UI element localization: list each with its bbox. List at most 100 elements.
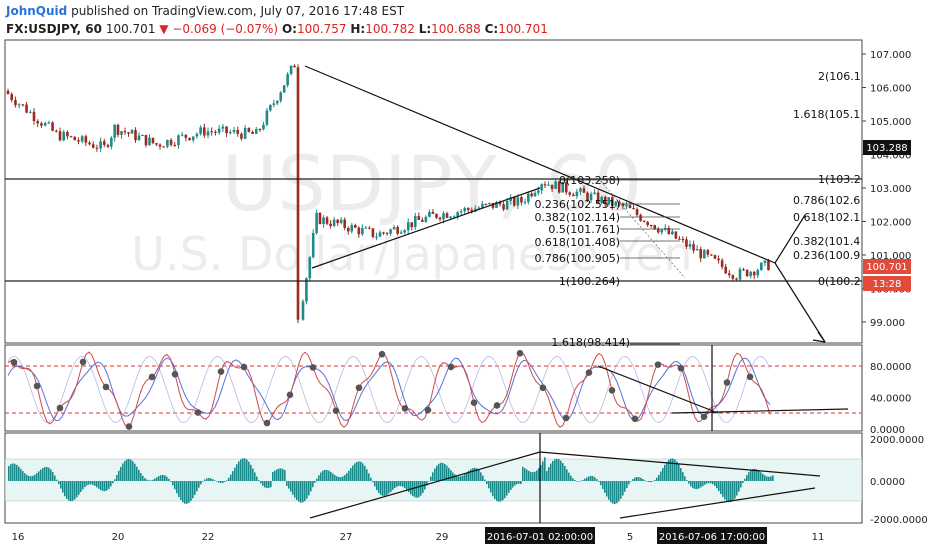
candle-body [614,201,618,206]
hist-bar [382,481,384,496]
candle-body [603,196,607,205]
projection-line[interactable] [774,262,826,343]
candle-body [656,229,660,233]
hist-bar [204,479,206,481]
candle-body [516,197,520,206]
hist-bar [90,481,92,485]
hist-bar [422,481,424,494]
alt-projection-line[interactable] [774,214,806,264]
candle-body [177,135,180,146]
candle-body [130,130,134,134]
hist-bar [400,481,402,487]
hist-bar [420,481,422,496]
stoch-trendline-down[interactable] [597,365,719,414]
candle-body [364,227,368,229]
candle-body [184,134,188,138]
stoch-trendline-flat[interactable] [671,408,849,414]
hist-bar [254,472,256,481]
hist-bar [298,481,300,502]
candle-body [481,203,484,208]
hist-bar [46,466,48,481]
hist-bar [438,463,440,481]
hist-bar [434,468,436,481]
hist-bar [508,481,510,493]
hist-bar [524,468,526,481]
hist-bar [126,459,128,481]
hist-bar [500,481,502,502]
hist-bar [18,466,20,481]
hist-bar [446,465,448,481]
candle-body [361,227,364,235]
hist-bar [326,469,328,481]
hist-bar [556,458,558,481]
candle-body [180,134,184,136]
hist-bar [392,481,394,490]
stoch-pivot-dot [33,382,41,390]
candle-body [6,90,10,95]
candle-body [695,248,699,251]
hist-trendline-lower[interactable] [309,451,541,519]
candle-body [520,197,523,203]
candle-body [47,122,51,124]
candle-body [269,104,272,111]
hist-bar [594,477,596,481]
descending-trendline[interactable] [304,65,776,264]
hist-bar [714,481,716,486]
hist-bar [746,475,748,481]
ascending-trendline[interactable] [311,187,541,269]
candle-body [607,197,611,205]
hist-bar [332,473,334,481]
candle-body [318,212,322,224]
hist-trendline-upper[interactable] [539,451,821,477]
stoch-pivot-dot [10,358,18,366]
hist-bar [672,458,674,481]
hist-bar [428,481,430,482]
author-name[interactable]: JohnQuid [6,4,68,18]
time-badge-a [485,527,595,544]
hist-trendline-lower2[interactable] [619,487,816,519]
hist-bar [184,481,186,504]
fib-label-0236: 0.236(102.551) [534,198,620,211]
price-tick-label: 104.000 [870,151,911,162]
hist-bar [88,481,90,485]
hist-bar [686,480,688,481]
stoch-pivot-dot [746,373,754,381]
hist-bar [582,479,584,481]
candle-body [173,144,177,146]
candle-body [84,136,88,143]
stoch-pivot-dot [585,369,593,376]
hist-bar [586,477,588,481]
hist-bar [74,481,76,500]
hist-bar [76,481,78,498]
time-tick-label: 16 [12,532,25,543]
fib-right-0618: 0.618(102.1 [793,211,860,224]
stoch-pivot-dot [493,402,501,409]
hist-bar [282,468,284,481]
hist-bar [742,481,744,483]
candle-body [445,213,449,218]
hist-bar [366,469,368,481]
hist-bar [614,481,616,504]
hist-bar [364,465,366,481]
hist-bar [520,481,522,484]
hist-bar [684,476,686,481]
hist-bar [268,481,270,488]
candle-body [311,233,315,258]
hist-bar [664,464,666,481]
hist-bar [692,481,694,489]
hist-bar [14,463,16,481]
hist-bar [280,468,282,481]
hist-bar [510,481,512,490]
hist-bar [474,467,476,481]
hist-bar [386,481,388,496]
candle-body [660,229,664,233]
candle-body [214,132,217,134]
hist-bar [128,458,130,481]
hist-bar [710,481,712,484]
hist-bar [694,481,696,490]
candle-body [554,181,557,189]
time-tick-label: 11 [812,532,825,543]
price-tick-label: 99.000 [870,318,905,329]
hist-bar [436,465,438,481]
